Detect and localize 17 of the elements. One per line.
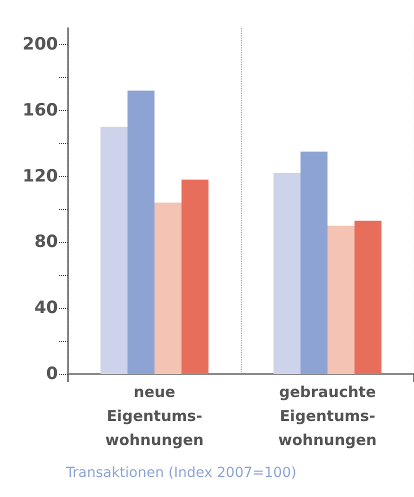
text: Transaktionen (Index 2007=100) bbox=[65, 465, 296, 481]
y-tick-label: 0 bbox=[46, 364, 58, 384]
y-tick-label: 120 bbox=[22, 166, 58, 186]
bar bbox=[182, 180, 208, 374]
y-tick-label: 200 bbox=[22, 34, 58, 54]
bar bbox=[128, 90, 154, 374]
bar bbox=[354, 220, 382, 374]
y-tick-label: 40 bbox=[34, 298, 58, 318]
bar bbox=[300, 152, 328, 374]
x-tick-label: neue Eigentums- wohnungen bbox=[105, 383, 204, 449]
bar bbox=[328, 226, 354, 374]
bar bbox=[100, 126, 128, 374]
y-tick-label: 160 bbox=[22, 100, 58, 120]
y-tick-label: 80 bbox=[34, 232, 58, 252]
bar bbox=[274, 172, 300, 374]
bar bbox=[154, 202, 182, 374]
x-tick-label: gebrauchte Eigentums- wohnungen bbox=[278, 383, 377, 449]
